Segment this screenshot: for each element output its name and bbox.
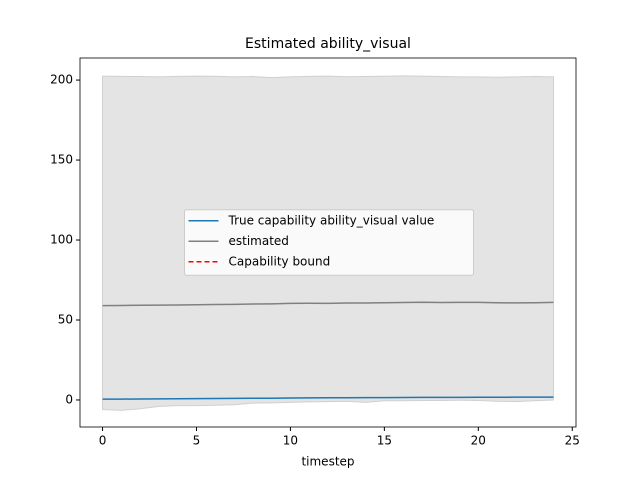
x-axis-label: timestep <box>301 455 354 469</box>
y-tick-label: 150 <box>50 153 73 167</box>
x-tick-label: 15 <box>377 434 392 448</box>
legend-label: Capability bound <box>229 254 331 268</box>
x-tick-label: 20 <box>471 434 486 448</box>
series-line <box>102 301 554 307</box>
legend-label: estimated <box>229 234 289 248</box>
y-tick-label: 100 <box>50 233 73 247</box>
y-tick-label: 0 <box>65 392 73 406</box>
x-tick-label: 10 <box>283 434 298 448</box>
legend: True capability ability_visual value esti… <box>184 209 474 276</box>
legend-label: True capability ability_visual value <box>228 213 435 227</box>
chart-title: Estimated ability_visual <box>245 36 411 52</box>
x-tick-label: 5 <box>193 434 201 448</box>
x-tick-label: 25 <box>565 434 580 448</box>
legend-box <box>184 209 474 276</box>
plot-frame <box>79 57 577 428</box>
y-tick-label: 200 <box>50 73 73 87</box>
x-tick-label: 0 <box>99 434 107 448</box>
series-line <box>102 396 554 400</box>
y-tick-label: 50 <box>58 312 73 326</box>
